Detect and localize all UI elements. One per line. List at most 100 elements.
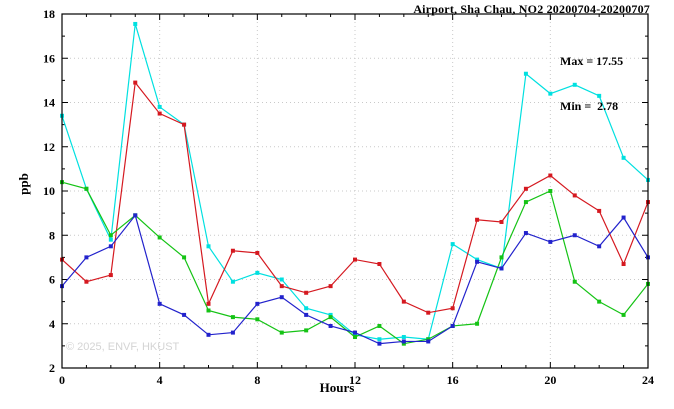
marker-day-3-green — [475, 321, 480, 326]
marker-day-3-green — [108, 233, 113, 238]
marker-day-4-blue — [328, 323, 333, 328]
marker-day-2-red — [304, 290, 309, 295]
marker-day-2-red — [182, 122, 187, 127]
marker-day-2-red — [230, 248, 235, 253]
watermark: © 2025, ENVF, HKUST — [66, 341, 180, 353]
marker-day-3-green — [597, 299, 602, 304]
marker-day-4-blue — [255, 301, 260, 306]
marker-day-2-red — [401, 299, 406, 304]
marker-day-1-cyan — [230, 279, 235, 284]
marker-day-2-red — [621, 262, 626, 267]
marker-day-2-red — [279, 284, 284, 289]
marker-day-3-green — [84, 186, 89, 191]
marker-day-2-red — [84, 279, 89, 284]
marker-day-2-red — [133, 80, 138, 85]
marker-day-3-green — [304, 328, 309, 333]
marker-day-4-blue — [499, 266, 504, 271]
marker-day-4-blue — [426, 339, 431, 344]
marker-day-4-blue — [548, 239, 553, 244]
marker-day-4-blue — [84, 255, 89, 260]
marker-day-3-green — [621, 312, 626, 317]
marker-day-4-blue — [157, 301, 162, 306]
marker-day-3-green — [230, 315, 235, 320]
marker-day-2-red — [157, 111, 162, 116]
x-tick-label: 4 — [157, 373, 163, 387]
marker-day-1-cyan — [133, 21, 138, 26]
marker-day-2-red — [328, 284, 333, 289]
marker-day-1-cyan — [523, 71, 528, 76]
y-tick-label: 18 — [43, 7, 55, 21]
y-tick-label: 4 — [49, 317, 55, 331]
y-tick-label: 8 — [49, 228, 55, 242]
plot-frame — [61, 13, 649, 369]
marker-day-4-blue — [206, 332, 211, 337]
marker-day-4-blue — [182, 312, 187, 317]
marker-day-2-red — [499, 219, 504, 224]
marker-day-2-red — [353, 257, 357, 262]
y-tick-label: 12 — [43, 140, 55, 154]
marker-day-1-cyan — [328, 312, 333, 317]
min-annotation: Min = 2.78 — [560, 99, 619, 113]
marker-day-4-blue — [279, 295, 284, 300]
marker-day-1-cyan — [304, 306, 309, 311]
marker-day-3-green — [255, 317, 260, 322]
y-tick-label: 6 — [49, 273, 55, 287]
marker-day-2-red — [450, 306, 455, 311]
marker-day-2-red — [255, 250, 260, 255]
marker-day-4-blue — [377, 341, 382, 346]
y-tick-label: 2 — [49, 361, 55, 375]
marker-day-3-green — [328, 315, 333, 320]
marker-day-2-red — [548, 173, 553, 178]
marker-day-1-cyan — [255, 270, 260, 275]
marker-day-4-blue — [523, 231, 528, 236]
y-tick-label: 14 — [43, 96, 55, 110]
marker-day-3-green — [182, 255, 187, 260]
marker-day-4-blue — [133, 213, 138, 218]
x-tick-label: 24 — [642, 373, 654, 387]
x-tick-label: 8 — [254, 373, 260, 387]
marker-day-1-cyan — [621, 155, 626, 160]
marker-day-1-cyan — [157, 104, 162, 109]
marker-day-3-green — [523, 200, 528, 205]
marker-day-1-cyan — [353, 332, 357, 337]
marker-day-1-cyan — [450, 242, 455, 247]
marker-day-2-red — [572, 193, 577, 198]
marker-day-4-blue — [230, 330, 235, 335]
marker-day-4-blue — [304, 312, 309, 317]
marker-day-2-red — [523, 186, 528, 191]
marker-day-1-cyan — [377, 337, 382, 342]
marker-day-1-cyan — [572, 82, 577, 87]
marker-day-1-cyan — [597, 93, 602, 98]
marker-day-1-cyan — [279, 277, 284, 282]
max-min-annotation: Max = 17.55 Min = 2.78 — [560, 24, 623, 144]
marker-day-3-green — [401, 341, 406, 346]
x-tick-label: 16 — [447, 373, 459, 387]
x-tick-label: 12 — [349, 373, 361, 387]
marker-day-4-blue — [401, 339, 406, 344]
chart-title: Airport, Sha Chau, NO2 20200704-20200707 — [413, 2, 650, 16]
marker-day-2-red — [108, 273, 113, 278]
marker-day-3-green — [206, 308, 211, 313]
marker-day-3-green — [426, 337, 431, 342]
marker-day-4-blue — [597, 244, 602, 249]
marker-day-4-blue — [450, 323, 455, 328]
marker-day-2-red — [597, 208, 602, 213]
x-axis-label: Hours — [319, 380, 355, 395]
marker-day-1-cyan — [548, 91, 553, 96]
marker-day-1-cyan — [401, 335, 406, 340]
x-tick-label: 0 — [59, 373, 65, 387]
marker-day-4-blue — [475, 259, 480, 264]
marker-day-3-green — [548, 189, 553, 193]
marker-day-3-green — [572, 279, 577, 284]
marker-day-4-blue — [108, 244, 113, 249]
marker-day-4-blue — [353, 330, 357, 335]
marker-day-4-blue — [621, 215, 626, 220]
marker-day-3-green — [377, 323, 382, 328]
marker-day-2-red — [475, 217, 480, 222]
marker-day-3-green — [353, 335, 357, 340]
max-annotation: Max = 17.55 — [560, 54, 624, 68]
y-tick-label: 16 — [43, 51, 55, 65]
marker-day-3-green — [499, 255, 504, 260]
